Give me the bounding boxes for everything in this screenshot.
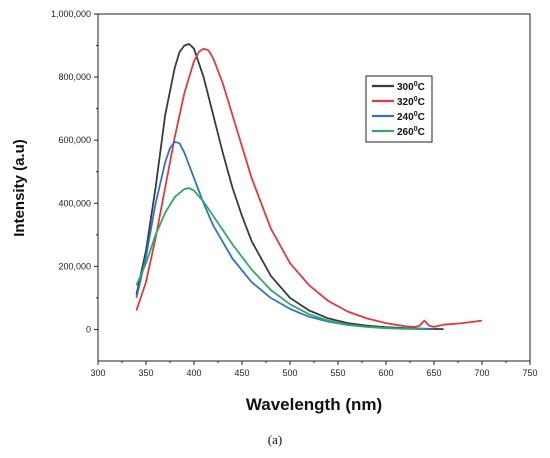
legend-label-240: 2400C xyxy=(397,111,425,123)
line-chart: 300 350 400 450 500 550 600 650 700 750 0 200,000 4… xyxy=(11,9,538,414)
series-line-260 xyxy=(135,187,425,330)
series-line-300 xyxy=(135,43,444,330)
x-tick-label: 750 xyxy=(522,368,537,378)
legend-value: 260 xyxy=(397,127,414,138)
x-tick-label: 650 xyxy=(426,368,441,378)
series-layer xyxy=(135,43,483,330)
x-tick-label: 550 xyxy=(330,368,345,378)
legend-label-260: 2600C xyxy=(397,126,425,138)
legend-unit: C xyxy=(418,82,425,93)
x-tick-label: 500 xyxy=(282,368,297,378)
series-line-320 xyxy=(135,47,483,328)
plot-area xyxy=(97,13,531,362)
y-tick-label: 200,000 xyxy=(58,261,91,271)
x-tick-label: 400 xyxy=(186,368,201,378)
x-tick-label: 350 xyxy=(138,368,153,378)
y-axis-title: Intensity (a.u) xyxy=(11,139,28,237)
x-axis-title: Wavelength (nm) xyxy=(246,395,382,414)
x-tick-label: 300 xyxy=(90,368,105,378)
y-tick-label: 1,000,000 xyxy=(51,9,91,19)
legend-value: 300 xyxy=(397,82,414,93)
x-tick-label: 700 xyxy=(474,368,489,378)
legend-degree-sup: 0 xyxy=(414,81,418,88)
legend-label-300: 3000C xyxy=(397,81,425,93)
x-axis: 300 350 400 450 500 550 600 650 700 750 xyxy=(90,361,538,378)
y-tick-label: 0 xyxy=(86,324,91,334)
y-axis: 0 200,000 400,000 600,000 800,000 1,000,000 xyxy=(51,9,98,334)
y-tick-label: 400,000 xyxy=(58,198,91,208)
figure-caption: (a) xyxy=(267,432,283,447)
legend-unit: C xyxy=(418,127,425,138)
legend-unit: C xyxy=(418,97,425,108)
legend-degree-sup: 0 xyxy=(414,111,418,118)
x-tick-label: 450 xyxy=(234,368,249,378)
legend-degree-sup: 0 xyxy=(414,126,418,133)
legend-value: 240 xyxy=(397,112,414,123)
x-tick-label: 600 xyxy=(378,368,393,378)
legend-unit: C xyxy=(418,112,425,123)
y-tick-label: 800,000 xyxy=(58,72,91,82)
legend-value: 320 xyxy=(397,97,414,108)
legend-degree-sup: 0 xyxy=(414,96,418,103)
y-tick-label: 600,000 xyxy=(58,135,91,145)
legend-label-320: 3200C xyxy=(397,96,425,108)
